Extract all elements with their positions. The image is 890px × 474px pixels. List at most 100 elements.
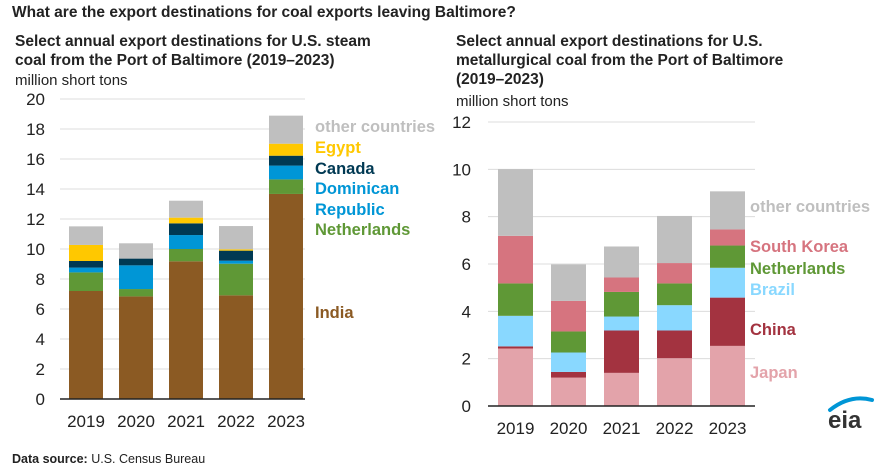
right-bar-china-2021 xyxy=(604,330,639,373)
left-y-tick-label: 16 xyxy=(26,150,45,169)
left-bar-canada-2021 xyxy=(169,223,203,236)
left-series-label: Egypt xyxy=(315,139,361,157)
right-series-label: China xyxy=(750,321,797,339)
right-x-tick-label: 2019 xyxy=(497,419,535,438)
right-y-tick-label: 0 xyxy=(462,397,471,416)
left-y-tick-label: 20 xyxy=(26,90,45,109)
left-bar-dominican-republic-2021 xyxy=(169,235,203,249)
left-bar-egypt-2023 xyxy=(269,143,303,156)
right-bar-brazil-2023 xyxy=(710,267,745,298)
left-bar-india-2021 xyxy=(169,261,203,399)
right-bar-netherlands-2020 xyxy=(551,331,586,353)
right-chart-title-line: (2019–2023) xyxy=(456,71,544,88)
right-bar-netherlands-2022 xyxy=(657,283,692,306)
right-bar-netherlands-2019 xyxy=(498,283,533,316)
right-bar-other-countries-2020 xyxy=(551,264,586,301)
right-bar-japan-2019 xyxy=(498,348,533,406)
right-bar-netherlands-2021 xyxy=(604,291,639,317)
right-y-tick-label: 8 xyxy=(462,208,471,227)
left-bar-canada-2020 xyxy=(119,258,153,266)
left-bar-other-countries-2020 xyxy=(119,243,153,259)
right-bar-china-2023 xyxy=(710,297,745,346)
left-bar-other-countries-2019 xyxy=(69,226,103,245)
left-series-label: Canada xyxy=(315,160,375,178)
right-x-tick-label: 2022 xyxy=(656,419,694,438)
right-series-label: Brazil xyxy=(750,281,795,299)
left-chart-unit: million short tons xyxy=(15,72,128,89)
left-y-tick-label: 8 xyxy=(36,270,45,289)
eia-logo-swoosh-icon: eia xyxy=(828,396,874,434)
left-bar-netherlands-2022 xyxy=(219,263,253,296)
left-bar-india-2023 xyxy=(269,193,303,399)
right-bar-japan-2022 xyxy=(657,358,692,406)
left-bar-egypt-2021 xyxy=(169,217,203,224)
left-x-tick-label: 2022 xyxy=(217,412,255,431)
right-y-tick-label: 4 xyxy=(462,302,471,321)
left-x-tick-label: 2023 xyxy=(267,412,305,431)
left-series-label: Republic xyxy=(315,201,385,219)
svg-text:eia: eia xyxy=(828,407,862,432)
left-bar-netherlands-2021 xyxy=(169,249,203,262)
left-y-tick-label: 4 xyxy=(36,330,45,349)
left-bar-netherlands-2023 xyxy=(269,179,303,194)
left-bar-canada-2023 xyxy=(269,155,303,166)
right-x-tick-label: 2020 xyxy=(550,419,588,438)
left-bar-dominican-republic-2019 xyxy=(69,267,103,273)
right-x-tick-label: 2023 xyxy=(709,419,747,438)
right-bar-china-2022 xyxy=(657,330,692,359)
right-bar-south-korea-2019 xyxy=(498,235,533,284)
right-bar-south-korea-2020 xyxy=(551,300,586,332)
right-bar-other-countries-2021 xyxy=(604,246,639,278)
right-y-tick-label: 10 xyxy=(452,160,471,179)
right-bar-netherlands-2023 xyxy=(710,245,745,268)
left-series-label: Dominican xyxy=(315,180,399,198)
left-chart-title-line: Select annual export destinations for U.… xyxy=(15,33,371,50)
left-series-label: other countries xyxy=(315,118,435,136)
left-y-tick-label: 10 xyxy=(26,240,45,259)
right-series-label: other countries xyxy=(750,198,870,216)
right-bar-brazil-2022 xyxy=(657,305,692,331)
left-chart-title: Select annual export destinations for U.… xyxy=(15,32,371,70)
left-bar-other-countries-2023 xyxy=(269,115,303,144)
right-chart-title-line: Select annual export destinations for U.… xyxy=(456,33,763,50)
right-bar-japan-2020 xyxy=(551,377,586,406)
left-y-tick-label: 12 xyxy=(26,210,45,229)
right-y-tick-label: 12 xyxy=(452,113,471,132)
left-x-tick-label: 2021 xyxy=(167,412,205,431)
right-bar-japan-2021 xyxy=(604,372,639,406)
left-bar-egypt-2019 xyxy=(69,244,103,261)
left-bar-dominican-republic-2022 xyxy=(219,260,253,264)
right-bar-south-korea-2021 xyxy=(604,277,639,292)
left-bar-other-countries-2022 xyxy=(219,226,253,250)
left-bar-dominican-republic-2023 xyxy=(269,165,303,180)
data-source-value: U.S. Census Bureau xyxy=(91,452,206,466)
left-bar-india-2022 xyxy=(219,295,253,399)
right-chart-title-line: metallurgical coal from the Port of Balt… xyxy=(456,52,784,69)
left-chart-title-line: coal from the Port of Baltimore (2019–20… xyxy=(15,52,335,69)
right-bar-south-korea-2023 xyxy=(710,229,745,246)
left-bar-india-2019 xyxy=(69,291,103,399)
left-series-label: Netherlands xyxy=(315,221,410,239)
right-bar-japan-2023 xyxy=(710,345,745,406)
data-source-label: Data source: xyxy=(12,452,88,466)
page-title: What are the export destinations for coa… xyxy=(12,4,516,21)
right-series-label: Japan xyxy=(750,364,798,382)
left-bar-canada-2019 xyxy=(69,261,103,268)
left-bar-other-countries-2021 xyxy=(169,200,203,218)
left-bar-india-2020 xyxy=(119,296,153,399)
left-y-tick-label: 0 xyxy=(36,390,45,409)
right-bar-china-2020 xyxy=(551,371,586,378)
left-bar-canada-2022 xyxy=(219,250,253,261)
right-bar-brazil-2020 xyxy=(551,352,586,372)
left-x-tick-label: 2020 xyxy=(117,412,155,431)
left-y-tick-label: 6 xyxy=(36,300,45,319)
right-bar-south-korea-2022 xyxy=(657,263,692,284)
right-chart-unit: million short tons xyxy=(456,93,569,110)
right-bar-other-countries-2023 xyxy=(710,191,745,230)
left-bar-dominican-republic-2020 xyxy=(119,265,153,290)
right-y-tick-label: 6 xyxy=(462,255,471,274)
right-bar-china-2019 xyxy=(498,346,533,349)
right-chart-title: Select annual export destinations for U.… xyxy=(456,32,783,89)
right-series-label: South Korea xyxy=(750,238,849,256)
